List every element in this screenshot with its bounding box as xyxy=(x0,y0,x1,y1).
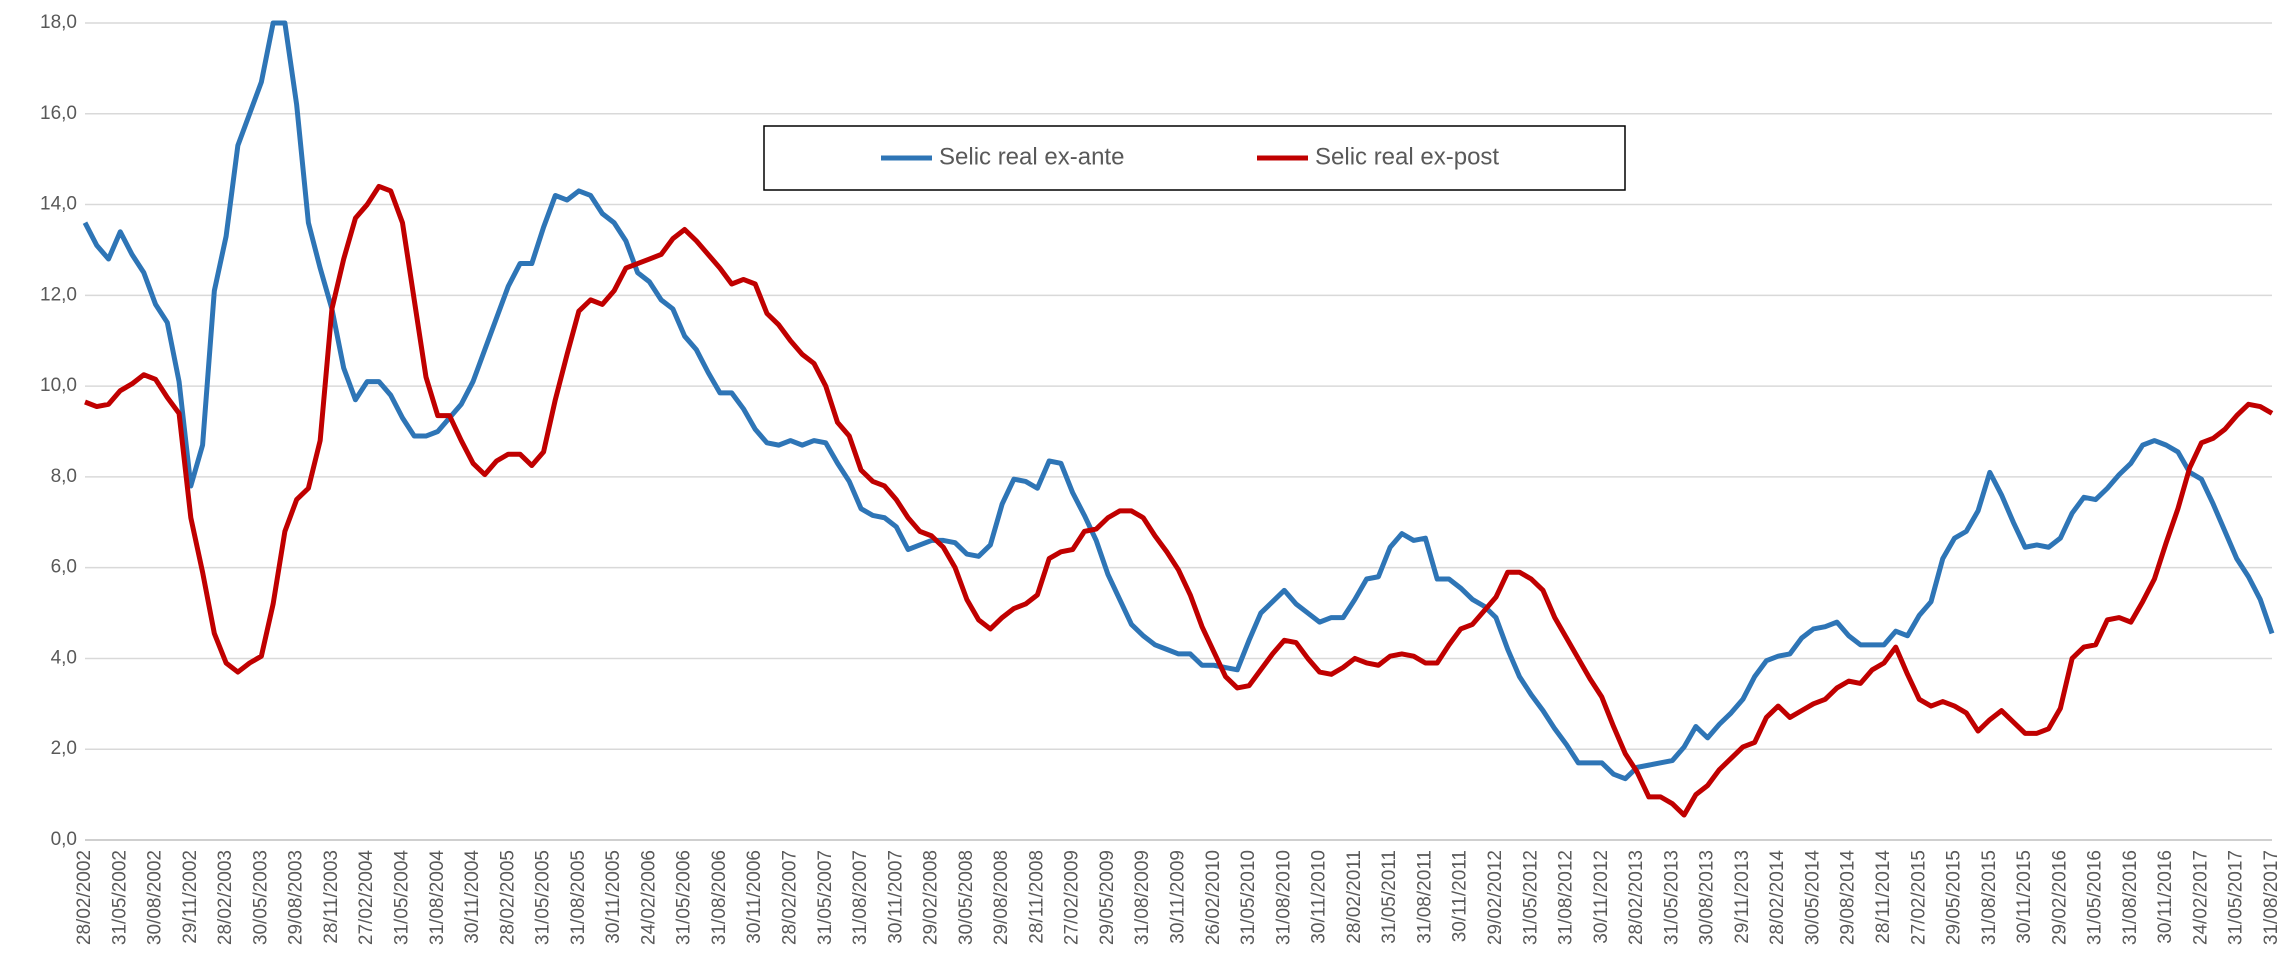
x-tick-label: 31/05/2004 xyxy=(391,850,412,946)
x-tick-label: 31/05/2002 xyxy=(109,850,130,945)
x-tick-label: 30/11/2004 xyxy=(462,850,483,944)
line-series xyxy=(84,183,2274,818)
x-tick-label: 31/08/2015 xyxy=(1979,850,2000,945)
x-tick-label: 31/05/2012 xyxy=(1520,850,1541,945)
x-tick-label: 31/08/2007 xyxy=(850,850,871,945)
x-tick-label: 30/11/2015 xyxy=(2014,850,2035,944)
x-tick-label: 31/05/2016 xyxy=(2085,850,2106,945)
y-tick-label: 4,0 xyxy=(51,647,77,668)
x-tick-label: 30/11/2010 xyxy=(1309,850,1330,944)
x-tick-label: 31/05/2010 xyxy=(1238,850,1259,945)
legend-label: Selic real ex-post xyxy=(1315,143,1499,170)
x-tick-label: 29/11/2002 xyxy=(180,850,201,944)
y-tick-label: 14,0 xyxy=(40,194,77,215)
x-tick-label: 27/02/2015 xyxy=(1908,850,1929,945)
legend: Selic real ex-ante Selic real ex-post xyxy=(763,125,1626,191)
x-tick-label: 28/02/2014 xyxy=(1767,850,1788,946)
x-tick-label: 27/02/2009 xyxy=(1062,850,1083,945)
x-tick-label: 31/05/2017 xyxy=(2226,850,2247,945)
x-tick-label: 31/05/2005 xyxy=(533,850,554,945)
y-tick-label: 0,0 xyxy=(51,829,77,850)
x-tick-label: 28/11/2014 xyxy=(1873,850,1894,944)
x-tick-label: 31/05/2006 xyxy=(674,850,695,945)
x-tick-label: 24/02/2017 xyxy=(2190,850,2211,945)
x-tick-label: 29/05/2015 xyxy=(1944,850,1965,945)
x-tick-label: 31/08/2010 xyxy=(1273,850,1294,945)
x-tick-label: 31/08/2016 xyxy=(2120,850,2141,945)
x-tick-label: 29/05/2009 xyxy=(1097,850,1118,945)
x-tick-label: 30/11/2009 xyxy=(1168,850,1189,944)
x-tick-label: 30/08/2013 xyxy=(1697,850,1718,945)
x-tick-label: 29/02/2012 xyxy=(1485,850,1506,945)
y-tick-label: 6,0 xyxy=(51,557,77,578)
x-tick-label: 30/11/2006 xyxy=(744,850,765,944)
x-tick-label: 24/02/2006 xyxy=(638,850,659,945)
x-tick-label: 29/08/2008 xyxy=(991,850,1012,945)
x-tick-label: 30/11/2011 xyxy=(1450,850,1471,942)
x-tick-label: 29/02/2016 xyxy=(2049,850,2070,945)
x-tick-label: 28/02/2005 xyxy=(497,850,518,945)
x-tick-label: 31/08/2004 xyxy=(427,850,448,946)
x-tick-label: 30/05/2014 xyxy=(1802,850,1823,946)
x-tick-label: 30/11/2007 xyxy=(885,850,906,944)
x-tick-label: 31/08/2006 xyxy=(709,850,730,945)
legend-label: Selic real ex-ante xyxy=(939,143,1124,170)
x-tick-label: 31/05/2007 xyxy=(815,850,836,945)
x-tick-label: 29/02/2008 xyxy=(921,850,942,945)
x-tick-label: 28/02/2013 xyxy=(1626,850,1647,945)
x-tick-label: 31/08/2009 xyxy=(1132,850,1153,945)
x-tick-label: 26/02/2010 xyxy=(1203,850,1224,945)
y-tick-label: 18,0 xyxy=(40,12,77,33)
x-tick-label: 31/08/2012 xyxy=(1556,850,1577,945)
x-tick-label: 30/11/2005 xyxy=(603,850,624,944)
x-tick-label: 28/02/2011 xyxy=(1344,850,1365,944)
x-tick-label: 29/08/2003 xyxy=(286,850,307,945)
x-tick-label: 30/08/2002 xyxy=(145,850,166,945)
x-tick-label: 28/02/2003 xyxy=(215,850,236,945)
y-tick-label: 8,0 xyxy=(51,466,77,487)
x-tick-label: 27/02/2004 xyxy=(356,850,377,946)
x-tick-label: 30/05/2003 xyxy=(250,850,271,945)
x-tick-label: 28/11/2008 xyxy=(1026,850,1047,944)
y-tick-label: 2,0 xyxy=(51,738,77,759)
y-tick-label: 12,0 xyxy=(40,284,77,305)
y-tick-label: 16,0 xyxy=(40,103,77,124)
x-tick-label: 28/11/2003 xyxy=(321,850,342,944)
y-tick-label: 10,0 xyxy=(40,375,77,396)
x-tick-label: 30/05/2008 xyxy=(956,850,977,945)
x-tick-label: 31/08/2011 xyxy=(1414,850,1435,944)
x-tick-label: 28/02/2002 xyxy=(74,850,95,945)
x-tick-label: 31/05/2013 xyxy=(1661,850,1682,945)
x-tick-label: 29/11/2013 xyxy=(1732,850,1753,944)
x-tick-label: 31/08/2017 xyxy=(2261,850,2282,945)
x-tick-label: 29/08/2014 xyxy=(1838,850,1859,946)
x-tick-label: 31/08/2005 xyxy=(568,850,589,945)
x-tick-label: 30/11/2012 xyxy=(1591,850,1612,944)
x-tick-label: 31/05/2011 xyxy=(1379,850,1400,944)
x-tick-label: 28/02/2007 xyxy=(779,850,800,945)
x-tick-label: 30/11/2016 xyxy=(2155,850,2176,944)
